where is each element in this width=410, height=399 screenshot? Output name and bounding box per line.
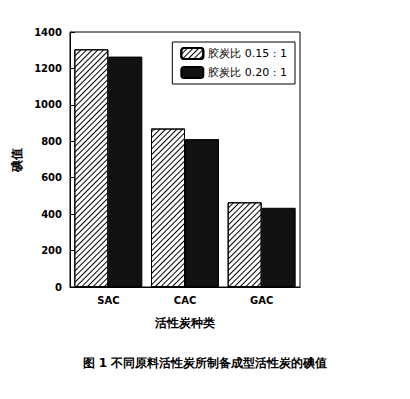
svg-text:200: 200 (41, 245, 62, 256)
svg-text:碘值: 碘值 (10, 148, 24, 173)
svg-text:1200: 1200 (34, 63, 62, 74)
svg-text:活性炭种类: 活性炭种类 (154, 316, 215, 330)
svg-text:600: 600 (41, 172, 62, 183)
svg-text:1000: 1000 (34, 99, 62, 110)
svg-text:1400: 1400 (34, 27, 62, 38)
svg-text:胶炭比 0.15 : 1: 胶炭比 0.15 : 1 (208, 47, 287, 60)
svg-text:400: 400 (41, 209, 62, 220)
svg-text:0: 0 (55, 282, 62, 293)
svg-text:GAC: GAC (250, 295, 273, 306)
svg-text:800: 800 (41, 136, 62, 147)
svg-text:CAC: CAC (174, 295, 196, 306)
svg-text:SAC: SAC (97, 295, 119, 306)
svg-text:胶炭比 0.20 : 1: 胶炭比 0.20 : 1 (208, 66, 287, 79)
svg-text:图 1 不同原料活性炭所制备成型活性炭的碘值: 图 1 不同原料活性炭所制备成型活性炭的碘值 (83, 356, 328, 370)
